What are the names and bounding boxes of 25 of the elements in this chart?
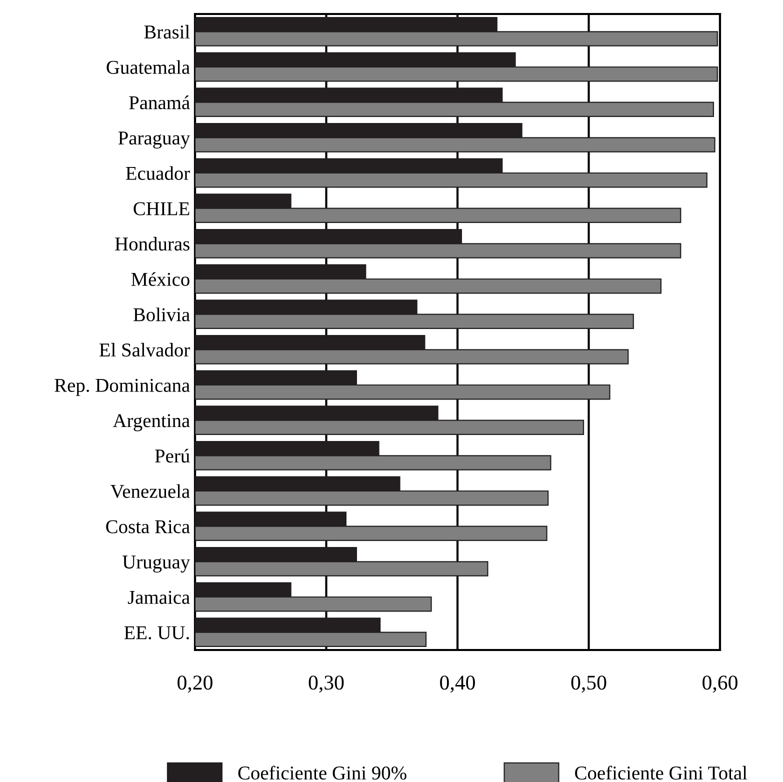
- y-tick-label: Ecuador: [126, 166, 190, 180]
- y-tick-label: El Salvador: [99, 342, 190, 357]
- y-tick-label: Jamaica: [128, 590, 190, 604]
- y-tick-label: Bolivia: [133, 308, 190, 322]
- y-tick-label: Uruguay: [122, 556, 190, 573]
- y-tick-label: Paraguay: [118, 132, 190, 149]
- y-tick-label: Brasil: [144, 24, 190, 39]
- legend-label: Coeficiente Gini 90%: [238, 766, 406, 780]
- x-tick-label: 0,20: [178, 676, 212, 693]
- y-tick-label: Argentina: [112, 414, 190, 432]
- y-tick-label: Costa Rica: [106, 520, 190, 534]
- y-tick-label: Honduras: [115, 236, 190, 251]
- y-tick-label: EE. UU.: [124, 626, 189, 640]
- y-tick-label: México: [131, 272, 190, 286]
- y-tick-label: Guatemala: [106, 60, 190, 74]
- y-tick-label: CHILE: [134, 202, 190, 216]
- y-tick-label: Rep. Dominicana: [54, 378, 190, 396]
- y-tick-label: Venezuela: [110, 484, 190, 498]
- legend-label: Coeficiente Gini Total: [575, 766, 748, 780]
- x-tick-label: 0,30: [308, 676, 344, 693]
- y-tick-label: Panamá: [129, 96, 190, 110]
- x-tick-label: 0,50: [571, 676, 606, 693]
- x-tick-label: 0,60: [702, 676, 738, 693]
- x-tick-label: 0,40: [440, 676, 475, 693]
- y-tick-label: Perú: [155, 448, 190, 463]
